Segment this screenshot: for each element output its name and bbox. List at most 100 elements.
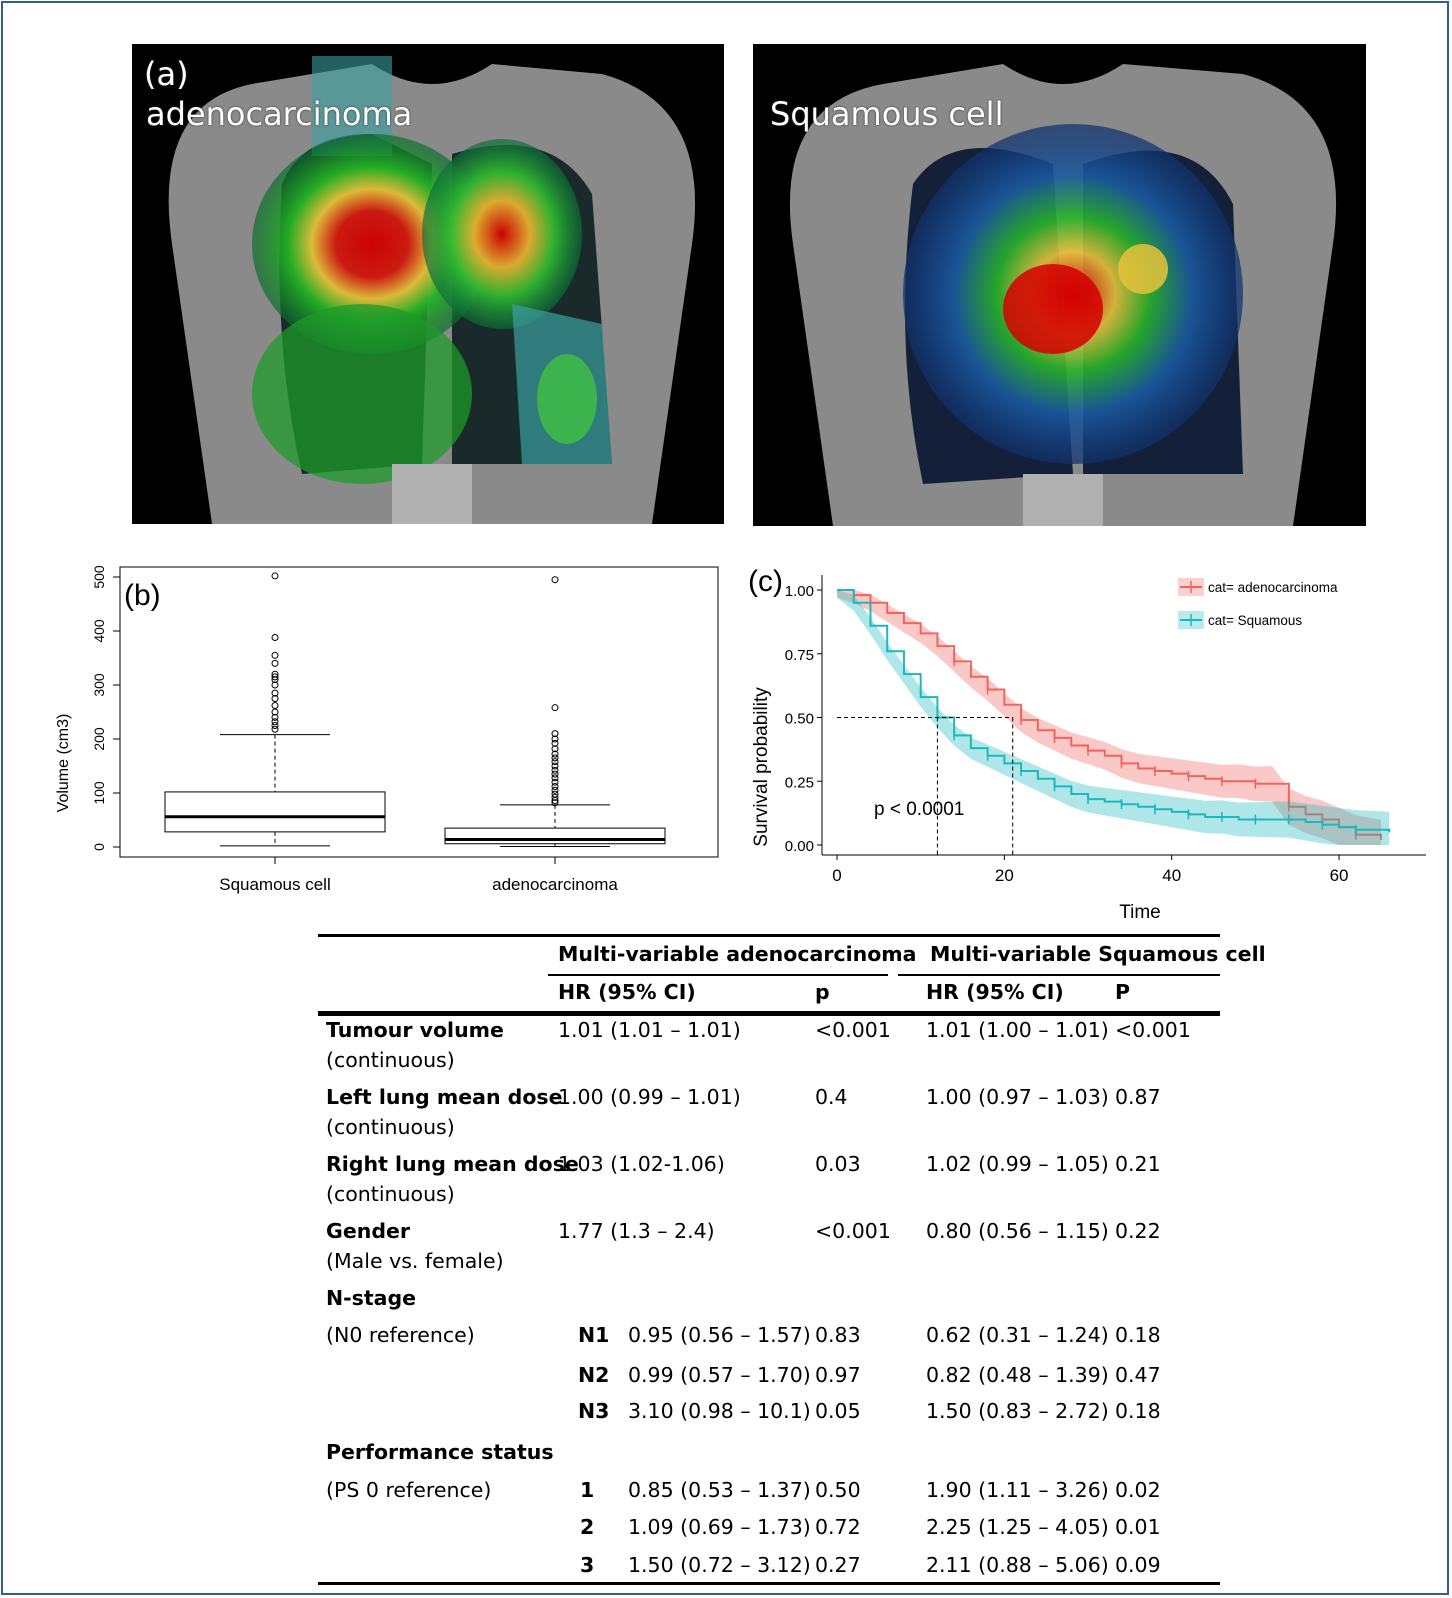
- y-tick-label: 0: [91, 843, 107, 851]
- survival-plot: (c) Survival probability Time p < 0.0001…: [748, 565, 1426, 923]
- nstage-level: N2: [578, 1363, 610, 1387]
- outlier-point: [551, 758, 559, 766]
- plot-border: [119, 566, 719, 858]
- y-tick-label: 200: [91, 727, 107, 751]
- panel-a-right-title: Squamous cell: [770, 95, 1004, 133]
- ps-reference: (PS 0 reference): [326, 1478, 492, 1502]
- y-tick-label-group: 500: [91, 565, 107, 589]
- x-tick-label: 60: [1330, 866, 1349, 885]
- nstage-level: N1: [578, 1323, 610, 1347]
- nstage-reference: (N0 reference): [326, 1323, 475, 1347]
- p-squamous: 0.18: [1115, 1399, 1161, 1423]
- p-adeno: 0.97: [815, 1363, 861, 1387]
- y-tick-label: 300: [91, 673, 107, 697]
- y-tick-label: 0.25: [785, 774, 814, 791]
- outlier-point: [271, 659, 279, 667]
- y-axis-title: Volume (cm3): [55, 714, 72, 813]
- outlier-point: [551, 762, 559, 770]
- outlier-point: [271, 681, 279, 689]
- p-squamous: 0.47: [1115, 1363, 1161, 1387]
- survival-y-axis-title: Survival probability: [751, 687, 772, 847]
- outlier-point: [551, 790, 559, 798]
- row-subtitle: (continuous): [326, 1048, 455, 1072]
- hr-adeno: 0.85 (0.53 – 1.37): [628, 1478, 811, 1502]
- x-tick-label: 20: [995, 866, 1014, 885]
- outlier-point: [551, 770, 559, 778]
- ct-image-adenocarcinoma: [132, 44, 724, 524]
- x-tick-label: adenocarcinoma: [492, 875, 618, 894]
- outlier-point: [271, 673, 279, 681]
- box: [444, 827, 666, 845]
- ct-image-squamous: [753, 44, 1366, 526]
- outlier-point: [271, 676, 279, 684]
- results-table: Multi-variable adenocarcinoma Multi-vari…: [318, 934, 1266, 1594]
- hr-adeno: 1.77 (1.3 – 2.4): [558, 1219, 715, 1243]
- p-squamous: 0.09: [1115, 1553, 1161, 1577]
- confidence-band: [837, 590, 1390, 845]
- x-tick-label: 40: [1162, 866, 1181, 885]
- hr-adeno: 1.00 (0.99 – 1.01): [558, 1085, 741, 1109]
- p-squamous: 0.01: [1115, 1515, 1161, 1539]
- table-top-rule: [318, 934, 1220, 937]
- legend-band: [1178, 611, 1204, 629]
- y-tick-label-group: 100: [91, 781, 107, 805]
- p-adeno: 0.03: [815, 1152, 861, 1176]
- y-tick-label: 500: [91, 565, 107, 589]
- table-bottom-rule: [318, 1582, 1220, 1585]
- p-adeno: <0.001: [815, 1018, 891, 1042]
- outlier-point: [551, 783, 559, 791]
- outlier-point: [271, 689, 279, 697]
- survival-panel-label: (c): [748, 565, 783, 598]
- hr-squamous: 0.62 (0.31 – 1.24): [926, 1323, 1109, 1347]
- hr-squamous: 0.82 (0.48 – 1.39): [926, 1363, 1109, 1387]
- row-subtitle: (continuous): [326, 1115, 455, 1139]
- ps-level: 3: [580, 1553, 595, 1577]
- ps-title: Performance status: [326, 1440, 554, 1464]
- y-tick-label: 0.75: [785, 647, 814, 664]
- outlier-point: [551, 735, 559, 743]
- y-tick-label: 1.00: [785, 583, 814, 600]
- outlier-point: [551, 576, 559, 584]
- hr-adeno: 1.03 (1.02-1.06): [558, 1152, 725, 1176]
- survival-x-axis-title: Time: [1119, 902, 1161, 923]
- y-tick-label: 400: [91, 619, 107, 643]
- p-adeno: 0.72: [815, 1515, 861, 1539]
- legend-label: cat= Squamous: [1208, 613, 1302, 628]
- outlier-point: [271, 572, 279, 580]
- outlier-point: [551, 793, 559, 801]
- outlier-point: [271, 695, 279, 702]
- row-variable: Tumour volume: [326, 1018, 504, 1042]
- p-adeno: 0.05: [815, 1399, 861, 1423]
- hr-adeno: 1.09 (0.69 – 1.73): [628, 1515, 811, 1539]
- outlier-point: [271, 718, 279, 726]
- x-tick-label: Squamous cell: [219, 875, 331, 894]
- x-tick-label: 0: [832, 866, 841, 885]
- box: [164, 791, 386, 833]
- p-squamous: <0.001: [1115, 1018, 1191, 1042]
- y-tick-label-group: 300: [91, 673, 107, 697]
- header-squamous: Multi-variable Squamous cell: [930, 942, 1266, 966]
- survival-curve: [837, 589, 1382, 840]
- row-variable: Right lung mean dose: [326, 1152, 579, 1176]
- hr-squamous: 1.00 (0.97 – 1.03): [926, 1085, 1109, 1109]
- header-rule-adeno: [548, 974, 888, 976]
- hr-squamous: 2.11 (0.88 – 5.06): [926, 1553, 1109, 1577]
- outlier-point: [271, 713, 279, 721]
- hr-adeno: 0.99 (0.57 – 1.70): [628, 1363, 811, 1387]
- hr-adeno: 1.50 (0.72 – 3.12): [628, 1553, 811, 1577]
- outlier-point: [551, 786, 559, 794]
- y-tick-label: 100: [91, 781, 107, 805]
- outlier-point: [551, 754, 559, 762]
- hr-adeno: 0.95 (0.56 – 1.57): [628, 1323, 811, 1347]
- panel-a-left-title: adenocarcinoma: [146, 95, 413, 133]
- p-squamous: 0.02: [1115, 1478, 1161, 1502]
- subheader-p-adeno: p: [815, 980, 830, 1004]
- box-plot-panel-label: (b): [124, 579, 161, 612]
- outlier-point: [551, 739, 559, 747]
- row-subtitle: (continuous): [326, 1182, 455, 1206]
- legend-band: [1178, 578, 1204, 596]
- subheader-hr-adeno: HR (95% CI): [558, 980, 696, 1004]
- header-adeno: Multi-variable adenocarcinoma: [558, 942, 917, 966]
- outlier-point: [551, 730, 559, 738]
